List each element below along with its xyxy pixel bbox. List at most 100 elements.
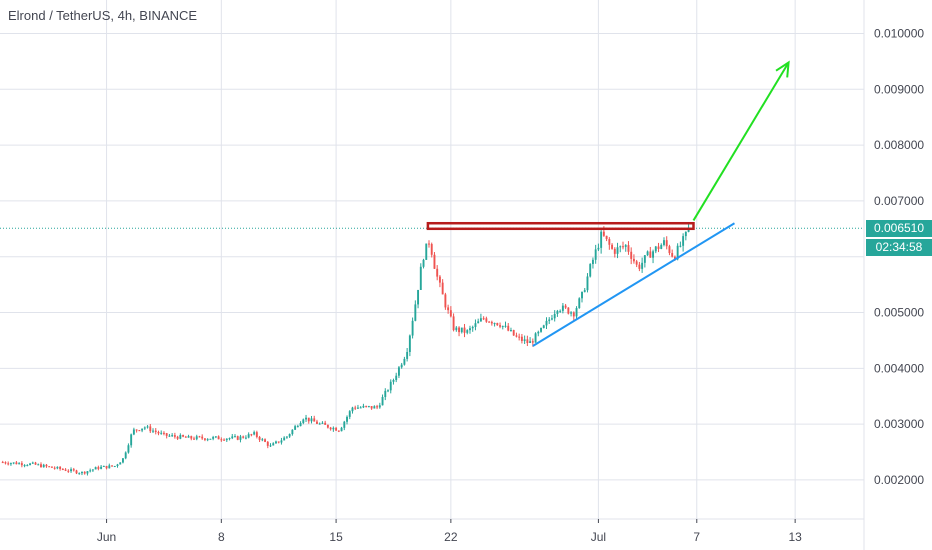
x-tick-label: Jun bbox=[97, 530, 116, 544]
candle-body bbox=[408, 335, 411, 352]
candle-body bbox=[223, 439, 226, 441]
candle-body bbox=[605, 235, 608, 240]
current-price-tag: 0.006510 bbox=[866, 220, 932, 237]
candle-body bbox=[242, 436, 245, 438]
candle-body bbox=[277, 441, 280, 443]
candle-body bbox=[611, 244, 614, 249]
candle-body bbox=[534, 333, 537, 343]
candle-body bbox=[228, 438, 231, 440]
drawings bbox=[0, 60, 864, 347]
candle-body bbox=[591, 259, 594, 265]
ascending-trendline bbox=[532, 222, 736, 347]
candle-body bbox=[641, 262, 644, 269]
candle-body bbox=[657, 246, 660, 249]
x-tick-label: 15 bbox=[329, 530, 343, 544]
candle-body bbox=[586, 276, 589, 291]
candle-body bbox=[553, 313, 556, 319]
candle-body bbox=[652, 251, 655, 258]
candle-body bbox=[168, 435, 171, 437]
candle-body bbox=[567, 307, 570, 314]
candle-body bbox=[217, 436, 220, 440]
candle-body bbox=[485, 318, 488, 322]
candle-body bbox=[195, 436, 198, 440]
candle-body bbox=[332, 427, 335, 430]
candle-body bbox=[348, 411, 351, 417]
candle-body bbox=[589, 264, 592, 277]
candle-body bbox=[433, 254, 436, 269]
candle-body bbox=[556, 310, 559, 314]
candle-body bbox=[4, 462, 7, 464]
candle-body bbox=[561, 305, 564, 311]
candle-body bbox=[288, 434, 291, 437]
chart-title: Elrond / TetherUS, 4h, BINANCE bbox=[8, 8, 198, 23]
candle-body bbox=[102, 465, 105, 467]
candle-body bbox=[285, 436, 288, 438]
candle-body bbox=[40, 464, 42, 468]
candle-body bbox=[616, 247, 619, 254]
candle-body bbox=[479, 318, 482, 322]
x-tick-label: 8 bbox=[218, 530, 225, 544]
candle-body bbox=[520, 336, 523, 341]
candle-body bbox=[313, 418, 316, 422]
candle-body bbox=[671, 253, 674, 257]
candle-body bbox=[469, 328, 471, 331]
vertical-gridlines bbox=[106, 0, 796, 519]
candle-body bbox=[381, 396, 384, 406]
candle-body bbox=[253, 432, 256, 435]
candle-body bbox=[477, 321, 480, 324]
arrow-head bbox=[775, 60, 790, 78]
candle-body bbox=[460, 327, 463, 333]
candle-body bbox=[600, 231, 603, 248]
candle-body bbox=[124, 452, 127, 459]
candle-body bbox=[389, 381, 392, 391]
candle-body bbox=[501, 325, 504, 327]
candle-body bbox=[414, 304, 417, 321]
candle-body bbox=[206, 439, 209, 441]
candle-body bbox=[654, 246, 657, 252]
candle-body bbox=[570, 312, 573, 314]
bar-countdown-timer: 02:34:58 bbox=[866, 239, 932, 256]
candle-body bbox=[447, 307, 450, 311]
x-axis-labels: Jun 8 15 22 Jul 7 13 bbox=[97, 519, 802, 544]
candle-body bbox=[687, 228, 690, 232]
candle-body bbox=[91, 469, 94, 471]
candle-body bbox=[37, 464, 40, 466]
candle-body bbox=[59, 466, 62, 469]
candle-body bbox=[531, 341, 534, 343]
y-tick-label: 0.005000 bbox=[874, 306, 924, 320]
candle-body bbox=[280, 440, 283, 443]
candle-body bbox=[608, 239, 611, 245]
candle-body bbox=[542, 325, 545, 328]
candle-body bbox=[335, 427, 338, 431]
candle-body bbox=[482, 318, 485, 320]
candle-body bbox=[406, 351, 409, 359]
candle-body bbox=[119, 462, 122, 465]
candle-body bbox=[193, 438, 195, 440]
candle-body bbox=[220, 439, 223, 441]
candle-body bbox=[146, 426, 149, 428]
candle-body bbox=[602, 231, 605, 236]
y-tick-label: 0.008000 bbox=[874, 138, 924, 152]
candle-body bbox=[236, 436, 239, 440]
candle-body bbox=[490, 321, 493, 324]
candle-body bbox=[250, 434, 253, 436]
candle-body bbox=[152, 430, 154, 432]
candle-body bbox=[438, 276, 441, 283]
candle-body bbox=[190, 436, 193, 439]
candle-body bbox=[397, 367, 400, 376]
candle-body bbox=[9, 463, 12, 465]
candle-body bbox=[463, 327, 466, 333]
candle-body bbox=[141, 428, 144, 431]
candle-body bbox=[515, 335, 518, 337]
candle-body bbox=[400, 364, 403, 368]
candle-body bbox=[493, 323, 496, 325]
candle-body bbox=[346, 416, 348, 422]
y-tick-label: 0.003000 bbox=[874, 417, 924, 431]
candle-body bbox=[56, 466, 59, 469]
candle-body bbox=[45, 464, 48, 467]
candle-body bbox=[318, 423, 321, 425]
candle-body bbox=[545, 320, 548, 326]
candle-body bbox=[638, 264, 641, 269]
candle-body bbox=[239, 436, 242, 440]
